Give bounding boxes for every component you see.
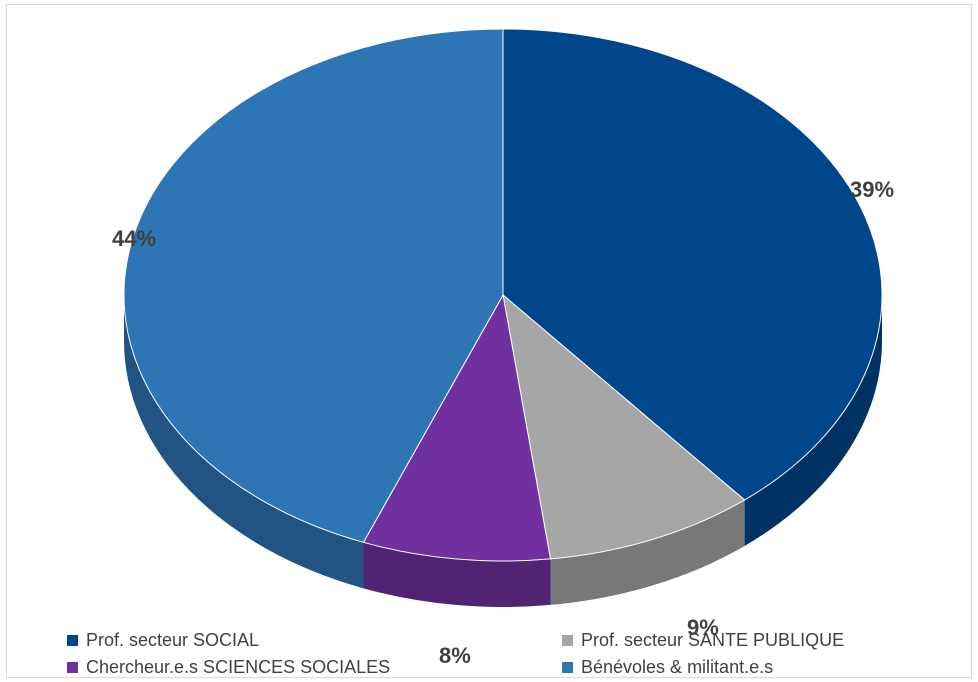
data-labels-layer: 39% 9% 8% 44%	[112, 177, 894, 668]
data-label-sante: 9%	[687, 615, 719, 640]
pie-chart: 39% 9% 8% 44%	[112, 28, 894, 668]
data-label-social: 39%	[850, 177, 894, 202]
slice-sante	[502, 293, 746, 560]
pie-depth-layer	[124, 295, 883, 607]
data-label-sciences: 8%	[439, 643, 471, 668]
slice-side-sciences	[363, 542, 551, 607]
pie-slices-layer	[123, 28, 883, 562]
slice-side-social	[744, 295, 883, 546]
chart-area: 39% 9% 8% 44% Prof. secteur SOCIAL Prof. se…	[6, 4, 972, 678]
slice-benevoles	[123, 28, 504, 543]
slice-sciences	[362, 293, 552, 562]
slice-side-sante	[550, 499, 745, 605]
slice-side-benevoles	[124, 295, 364, 589]
data-label-benevoles: 44%	[112, 226, 156, 251]
slice-social	[502, 28, 883, 501]
